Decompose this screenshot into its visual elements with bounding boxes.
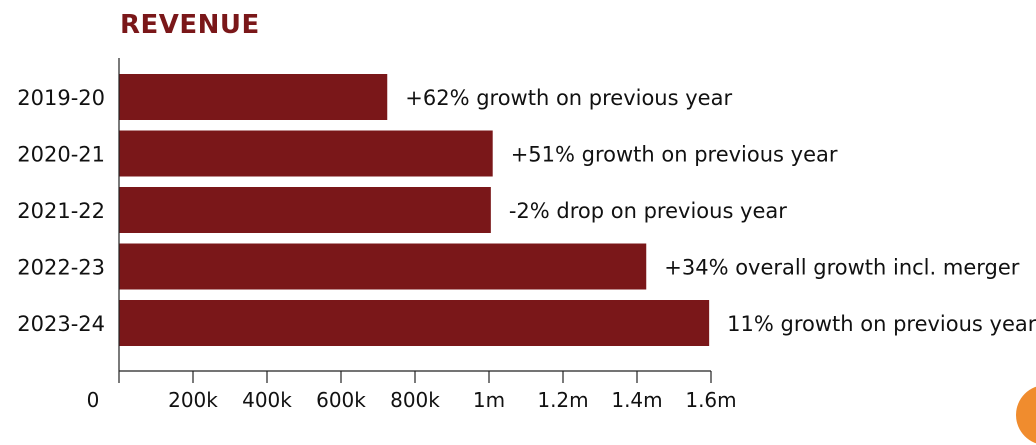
x-tick-label: 1.6m [685, 388, 736, 412]
bars-layer [119, 74, 710, 346]
x-tick-label: 0 [87, 388, 100, 412]
axis-layer [118, 58, 712, 383]
labels-layer: 2019-20 +62% growth on previous year 2020-… [17, 86, 1036, 412]
category-label: 2021-22 [17, 199, 105, 223]
revenue-bar-chart: 2019-20 +62% growth on previous year 2020-… [17, 58, 1036, 412]
x-tick-label: 200k [168, 388, 218, 412]
bar-2023-24 [119, 300, 710, 346]
bar-annotation: +62% growth on previous year [405, 86, 732, 110]
bar-2021-22 [119, 187, 491, 233]
x-tick-label: 1.4m [611, 388, 662, 412]
x-tick-label: 400k [242, 388, 292, 412]
bar-2019-20 [119, 74, 388, 120]
category-label: 2023-24 [17, 312, 105, 336]
x-tick-label: 1.2m [537, 388, 588, 412]
bar-2022-23 [119, 243, 647, 290]
bar-2020-21 [119, 130, 493, 177]
x-tick-label: 800k [390, 388, 440, 412]
bar-annotation: +34% overall growth incl. merger [664, 256, 1020, 280]
bar-annotation: 11% growth on previous year [727, 312, 1036, 336]
category-label: 2019-20 [17, 86, 105, 110]
category-label: 2020-21 [17, 143, 105, 167]
bar-annotation: +51% growth on previous year [511, 143, 838, 167]
x-tick-label: 1m [473, 388, 505, 412]
bar-annotation: -2% drop on previous year [509, 199, 787, 223]
x-tick-label: 600k [316, 388, 366, 412]
category-label: 2022-23 [17, 256, 105, 280]
chart-title: REVENUE [120, 10, 260, 40]
